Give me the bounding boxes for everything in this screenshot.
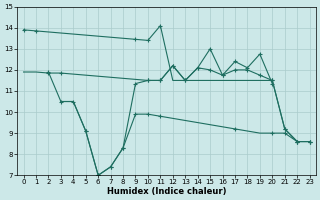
X-axis label: Humidex (Indice chaleur): Humidex (Indice chaleur) <box>107 187 226 196</box>
